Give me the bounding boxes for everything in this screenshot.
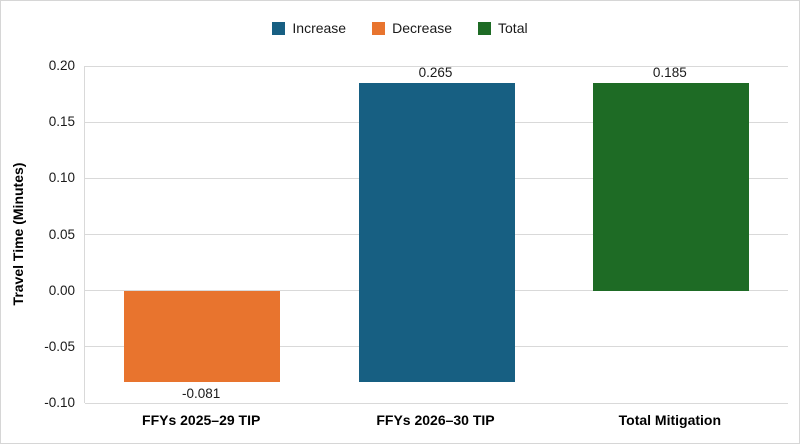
legend-swatch-total — [478, 21, 492, 35]
bar-total — [592, 82, 749, 291]
legend-label-total: Total — [498, 20, 528, 36]
bar-increase — [358, 82, 515, 382]
y-tick-label: -0.10 — [44, 395, 75, 410]
y-tick-label: 0.15 — [48, 114, 75, 130]
legend-item-total: Total — [478, 20, 528, 36]
legend-swatch-decrease — [372, 21, 386, 35]
gridline — [85, 65, 788, 67]
plot-area — [84, 65, 788, 404]
x-category-label: FFYs 2025–29 TIP — [142, 412, 261, 428]
gridline — [85, 402, 788, 404]
x-category-label: FFYs 2026–30 TIP — [376, 412, 495, 428]
legend-label-decrease: Decrease — [392, 20, 453, 36]
chart-legend: Increase Decrease Total — [0, 20, 800, 36]
y-tick-label: 0.10 — [48, 170, 75, 186]
legend-item-decrease: Decrease — [372, 20, 452, 36]
y-tick-label: 0.00 — [48, 282, 75, 298]
y-tick-label: 0.20 — [48, 58, 75, 73]
y-tick-label: -0.05 — [44, 338, 75, 354]
legend-swatch-increase — [272, 21, 286, 35]
legend-item-increase: Increase — [272, 20, 346, 36]
bar-value-label: 0.185 — [652, 64, 687, 80]
y-tick-label: 0.05 — [48, 226, 75, 242]
x-category-label: Total Mitigation — [618, 412, 722, 428]
bar-value-label: -0.081 — [182, 385, 221, 401]
bar-decrease — [124, 290, 281, 382]
legend-label-increase: Increase — [292, 20, 347, 36]
bar-value-label: 0.265 — [418, 64, 453, 80]
